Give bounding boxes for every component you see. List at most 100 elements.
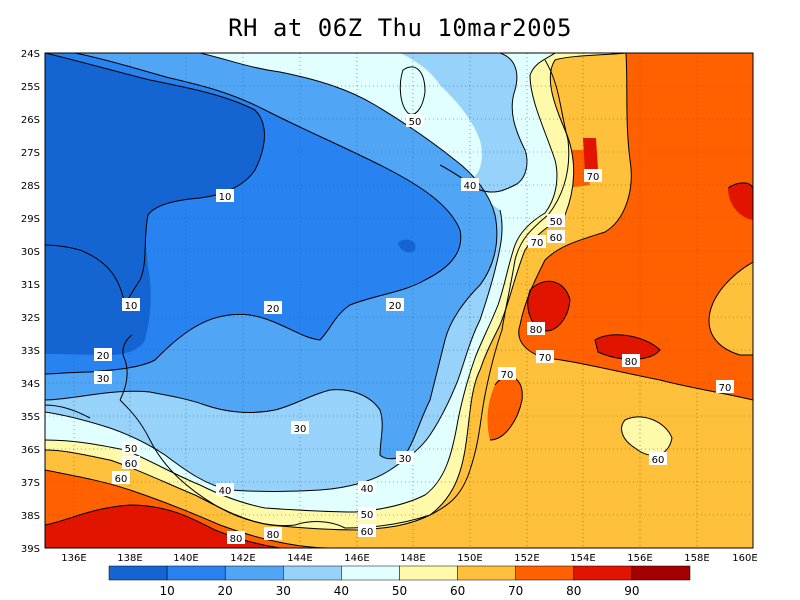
contour-70-south	[45, 469, 331, 548]
svg-text:30: 30	[399, 454, 412, 465]
colorbar-swatch	[457, 565, 516, 581]
x-tick-label: 142E	[230, 553, 255, 564]
colorbar-label: 30	[276, 584, 291, 598]
chart-title: RH at 06Z Thu 10mar2005	[228, 14, 572, 42]
contour-label: 70	[584, 169, 602, 183]
contour-60	[45, 53, 627, 531]
contour-label: 60	[112, 471, 130, 485]
coastline-gulf	[119, 334, 133, 401]
y-tick-label: 37S	[21, 478, 40, 489]
rh-band-80-90-blob1	[595, 334, 660, 360]
svg-text:80: 80	[625, 357, 638, 368]
contour-label: 60	[547, 230, 565, 244]
svg-text:20: 20	[267, 304, 280, 315]
svg-text:10: 10	[219, 192, 232, 203]
rh-band-70-80-east	[518, 53, 753, 548]
x-tick-label: 144E	[287, 553, 312, 564]
contour-70	[518, 53, 753, 401]
svg-text:60: 60	[115, 474, 128, 485]
contour-80-blob1	[594, 334, 661, 360]
contour-label: 80	[264, 527, 282, 541]
contour-label: 80	[527, 322, 545, 336]
coastline-east	[429, 59, 570, 516]
y-tick-label: 38S	[21, 511, 40, 522]
svg-text:60: 60	[652, 455, 665, 466]
svg-text:50: 50	[550, 217, 563, 228]
colorbar-swatch	[515, 565, 575, 581]
svg-text:70: 70	[501, 370, 514, 381]
x-tick-label: 146E	[344, 553, 369, 564]
svg-text:70: 70	[539, 353, 552, 364]
svg-text:80: 80	[230, 534, 243, 545]
colorbar-label: 50	[392, 584, 407, 598]
contour-80-blob2	[527, 280, 571, 332]
colorbar-swatch	[631, 565, 691, 581]
rh-band-0-10-spot	[398, 239, 416, 253]
rh-band-0-10-core	[45, 53, 265, 305]
coastline-south	[119, 399, 431, 529]
contour-30	[45, 53, 498, 460]
svg-text:80: 80	[267, 530, 280, 541]
x-tick-label: 138E	[117, 553, 142, 564]
contour-label: 70	[528, 235, 546, 249]
svg-text:40: 40	[219, 486, 232, 497]
svg-text:50: 50	[409, 117, 422, 128]
colorbar-swatch	[166, 565, 226, 581]
rh-band-80-90-south	[45, 505, 280, 548]
colorbar-swatch	[283, 565, 342, 581]
rh-band-80-90-blob2	[527, 281, 570, 331]
rh-band-50-60-east	[621, 416, 672, 456]
contour-label: 10	[122, 298, 140, 312]
contour-label: 40	[216, 483, 234, 497]
contour-label: 50	[406, 114, 424, 128]
contour-lines	[45, 53, 753, 548]
colorbar-swatch	[399, 565, 458, 581]
y-tick-label: 29S	[21, 214, 40, 225]
x-tick-label: 152E	[514, 553, 539, 564]
contour-label: 20	[264, 301, 282, 315]
svg-text:70: 70	[531, 238, 544, 249]
contour-label: 80	[227, 531, 245, 545]
contour-label: 70	[716, 380, 734, 394]
svg-text:60: 60	[550, 233, 563, 244]
colorbar-label: 60	[450, 584, 465, 598]
contour-50	[45, 53, 558, 513]
y-tick-label: 25S	[21, 82, 40, 93]
svg-text:80: 80	[530, 325, 543, 336]
contour-label: 60	[122, 456, 140, 470]
contour-label: 30	[94, 371, 112, 385]
contour-40b	[45, 209, 503, 492]
coastline	[45, 59, 570, 529]
colorbar-label: 90	[624, 584, 639, 598]
y-tick-label: 33S	[21, 346, 40, 357]
contour-label: 20	[94, 348, 112, 362]
colorbar-label: 40	[334, 584, 349, 598]
contour-label: 60	[649, 452, 667, 466]
contour-10b	[45, 244, 126, 306]
contour-label: 70	[536, 350, 554, 364]
svg-text:50: 50	[361, 510, 374, 521]
colorbar: 10 20 30 40 50 60 70 80 90	[108, 565, 691, 598]
x-tick-label: 156E	[627, 553, 652, 564]
contour-80-south	[45, 504, 281, 548]
contour-label: 30	[396, 451, 414, 465]
contour-label: 60	[358, 524, 376, 538]
contour-10	[45, 53, 265, 306]
contour-label: 70	[498, 367, 516, 381]
y-tick-label: 30S	[21, 247, 40, 258]
svg-text:60: 60	[361, 527, 374, 538]
y-tick-label: 34S	[21, 379, 40, 390]
contour-70b	[708, 261, 753, 356]
contour-label: 50	[358, 507, 376, 521]
colorbar-swatch	[573, 565, 633, 581]
svg-text:10: 10	[125, 301, 138, 312]
svg-text:50: 50	[125, 444, 138, 455]
svg-text:40: 40	[464, 181, 477, 192]
contour-20	[45, 53, 462, 375]
contour-labels: 10 10 20 20 20 30 30 30 40 40 40 50 50 5…	[94, 114, 734, 545]
y-tick-label: 31S	[21, 280, 40, 291]
svg-text:30: 30	[294, 424, 307, 435]
contour-50-island	[399, 66, 426, 115]
svg-text:70: 70	[587, 172, 600, 183]
